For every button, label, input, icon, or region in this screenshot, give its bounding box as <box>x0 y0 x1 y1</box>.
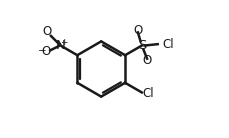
Text: Cl: Cl <box>142 87 153 100</box>
Text: N: N <box>55 39 65 52</box>
Text: O: O <box>133 24 142 37</box>
Text: S: S <box>137 39 145 52</box>
Text: −: − <box>38 46 46 56</box>
Text: O: O <box>142 54 151 67</box>
Text: O: O <box>43 25 52 38</box>
Text: O: O <box>41 45 50 58</box>
Text: +: + <box>60 38 68 47</box>
Text: Cl: Cl <box>162 38 173 51</box>
